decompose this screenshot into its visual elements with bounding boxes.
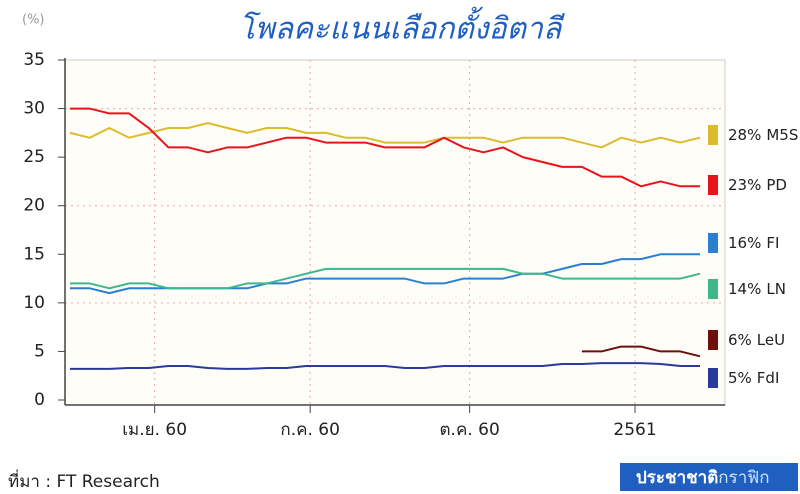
legend-name: PD [766,176,787,194]
legend-label: 23% PD [728,176,787,194]
legend-swatch [708,175,718,195]
legend-name: LN [766,280,786,298]
legend-swatch [708,233,718,253]
source: ที่มา : FT Research [8,469,160,492]
legend-label: 6% LeU [728,331,785,349]
series-line [70,107,700,188]
legend-name: LeU [757,331,785,349]
legend-swatch [708,125,718,145]
x-tick-label: ต.ค. 60 [440,420,500,440]
legend-swatch [708,279,718,299]
y-tick-label: 5 [34,341,45,361]
brand-box [620,463,798,491]
legend-label: 5% FdI [728,369,779,387]
y-tick-label: 30 [23,99,45,119]
y-axis-label: (%) [22,13,45,28]
legend-label: 14% LN [728,280,786,298]
legend-value: 16% [728,234,761,252]
legend-name: FdI [757,369,780,387]
brand: ประชาชาติกราฟิก [636,468,770,488]
legend-value: 14% [728,280,761,298]
legend-value: 5% [728,369,752,387]
series-line [70,267,701,290]
brand-sub: กราฟิก [718,468,769,488]
legend-value: 28% [728,126,761,144]
y-tick-label: 20 [23,196,45,216]
brand-main: ประชาชาติ [636,468,718,488]
y-tick-label: 0 [34,390,45,410]
legend-name: M5S [766,126,798,144]
legend-swatch [708,330,718,350]
legend-swatch [708,368,718,388]
plot-area [64,59,726,406]
legend-value: 6% [728,331,752,349]
series-line [70,362,700,370]
legend-name: FI [766,234,779,252]
legend-label: 16% FI [728,234,779,252]
y-tick-label: 25 [23,147,45,167]
series-line [69,122,701,149]
y-tick-label: 10 [23,293,45,313]
x-tick-label: ก.ค. 60 [280,420,340,440]
legend-label: 28% M5S [728,126,798,144]
chart-title: โพลคะแนนเลือกตั้งอิตาลี [239,7,565,47]
x-tick-label: เม.ย. 60 [122,420,187,440]
x-tick-label: 2561 [613,420,656,440]
y-tick-label: 35 [23,50,45,70]
series-line [581,345,701,358]
legend-value: 23% [728,176,761,194]
y-tick-label: 15 [23,244,45,264]
